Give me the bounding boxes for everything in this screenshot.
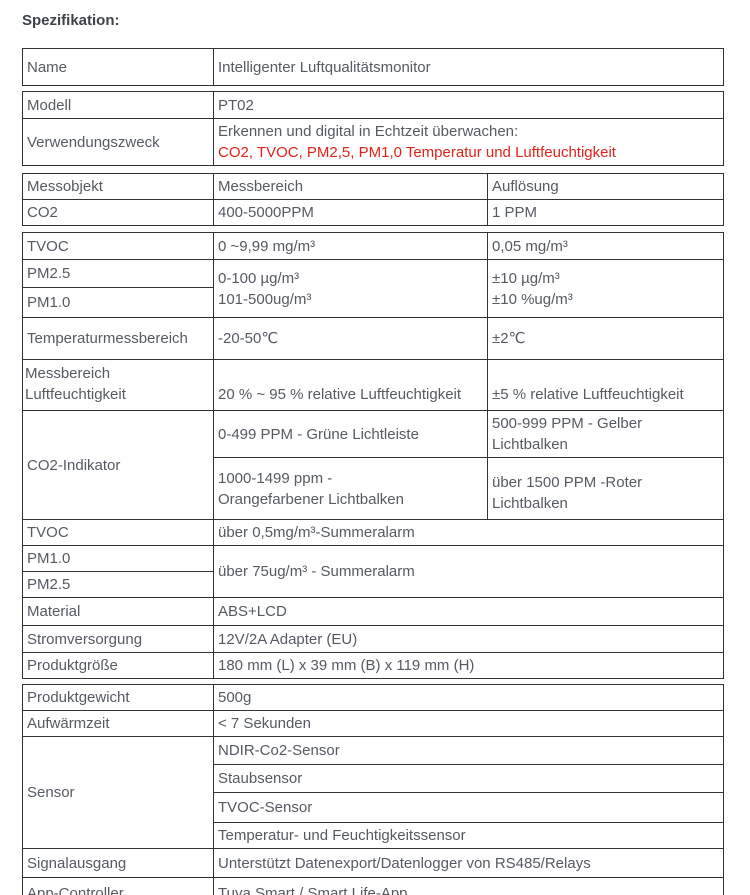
spec-tvoc-bereich: 0 ~9,99 mg/m³ <box>213 232 488 260</box>
spec-luftfeuchtigkeit-aufloesung: ±5 % relative Luftfeuchtigkeit <box>487 359 724 411</box>
spec-sensor-item-3: TVOC-Sensor <box>213 792 724 823</box>
spec-tvoc-aufloesung: 0,05 mg/m³ <box>487 232 724 260</box>
spec-label-pm25-alarm: PM2.5 <box>22 571 214 598</box>
spec-co2-aufloesung: 1 PPM <box>487 199 724 226</box>
spec-label-signalausgang: Signalausgang <box>22 848 214 878</box>
table-row: Name Intelligenter Luftqualitätsmonitor <box>22 48 724 86</box>
spec-indikator-gelb: 500-999 PPM - Gelber Lichtbalken <box>487 410 724 458</box>
table-row: Sensor NDIR-Co2-Sensor <box>22 736 724 849</box>
table-row: Modell PT02 <box>22 91 725 119</box>
table-row: CO2 400-5000PPM 1 PPM <box>22 199 724 226</box>
spec-value-name: Intelligenter Luftqualitätsmonitor <box>213 48 724 86</box>
spec-sensor-item-2: Staubsensor <box>213 764 724 793</box>
table-row: Staubsensor <box>23 764 724 793</box>
spec-label-luftfeuchtigkeit: Messbereich Luftfeuchtigkeit <box>22 359 214 411</box>
verwendungszweck-line1: Erkennen und digital in Echtzeit überwac… <box>218 123 519 140</box>
table-row: Aufwärmzeit < 7 Sekunden <box>22 710 724 737</box>
spec-table-bottom: Produktgewicht 500g Aufwärmzeit < 7 Seku… <box>22 684 724 895</box>
spec-table-main: TVOC 0 ~9,99 mg/m³ 0,05 mg/m³ PM2.5 0-10… <box>22 232 724 679</box>
spec-label-app-controller: App-Controller <box>22 877 214 895</box>
spec-label-stromversorgung: Stromversorgung <box>22 625 214 653</box>
table-row: Verwendungszweck Erkennen und digital in… <box>22 118 725 166</box>
table-row: Stromversorgung 12V/2A Adapter (EU) <box>22 625 724 653</box>
pm-bereich-line1: 0-100 µg/m³ <box>218 269 300 287</box>
header-messobjekt: Messobjekt <box>22 173 214 200</box>
spec-label-pm25: PM2.5 <box>22 259 214 288</box>
table-row: Temperaturmessbereich -20-50℃ ±2℃ <box>22 317 724 360</box>
spec-value-modell: PT02 <box>212 91 725 119</box>
spec-label-temperatur: Temperaturmessbereich <box>22 317 214 360</box>
spec-value-verwendungszweck: Erkennen und digital in Echtzeit überwac… <box>212 118 725 166</box>
spec-label-name: Name <box>22 48 214 86</box>
pm-aufloesung-line2: ±10 %ug/m³ <box>492 290 573 308</box>
table-row: CO2-Indikator 0-499 PPM - Grüne Lichtlei… <box>22 410 724 520</box>
table-row: App-Controller Tuya Smart / Smart Life-A… <box>22 877 724 895</box>
table-row: PM2.5 0-100 µg/m³ 101-500ug/m³ ±10 µg/m³… <box>22 259 724 318</box>
table-row: TVOC über 0,5mg/m³-Summeralarm <box>22 519 724 546</box>
table-row: Messbereich Luftfeuchtigkeit 20 % ~ 95 %… <box>22 359 724 411</box>
spec-temperatur-aufloesung: ±2℃ <box>487 317 724 360</box>
spec-value-produktgewicht: 500g <box>213 684 724 711</box>
spec-luftfeuchtigkeit-bereich: 20 % ~ 95 % relative Luftfeuchtigkeit <box>213 359 488 411</box>
verwendungszweck-line2-red: CO2, TVOC, PM2,5, PM1,0 Temperatur und L… <box>218 144 616 161</box>
header-aufloesung: Auflösung <box>487 173 724 200</box>
table-row: Produktgewicht 500g <box>22 684 724 711</box>
spec-label-pm10-alarm: PM1.0 <box>22 545 214 572</box>
spec-label-tvoc: TVOC <box>22 232 214 260</box>
spec-pm-aufloesung: ±10 µg/m³ ±10 %ug/m³ <box>487 259 724 318</box>
indikator-orange-line2: Orangefarbener Lichtbalken <box>218 490 404 508</box>
spec-label-pm10: PM1.0 <box>22 287 214 318</box>
spec-indikator-orange: 1000-1499 ppm - Orangefarbener Lichtbalk… <box>213 457 488 520</box>
table-row: TVOC 0 ~9,99 mg/m³ 0,05 mg/m³ <box>22 232 724 260</box>
spec-value-stromversorgung: 12V/2A Adapter (EU) <box>213 625 724 653</box>
spec-sensor-item-4: Temperatur- und Feuchtigkeitssensor <box>213 822 724 849</box>
table-row: PM1.0 <box>22 287 724 318</box>
spec-label-sensor: Sensor <box>22 736 214 849</box>
header-messbereich: Messbereich <box>213 173 488 200</box>
table-row: Produktgröße 180 mm (L) x 39 mm (B) x 11… <box>22 652 724 679</box>
spec-pm-alarm-value: über 75ug/m³ - Summeralarm <box>213 545 724 598</box>
spec-indikator-rot: über 1500 PPM -Roter Lichtbalken <box>487 457 724 520</box>
page-title: Spezifikation: <box>22 12 120 29</box>
table-row: PM2.5 <box>22 571 724 598</box>
spec-label-material: Material <box>22 597 214 626</box>
spec-value-aufwaermzeit: < 7 Sekunden <box>213 710 724 737</box>
spec-sensor-item-1: NDIR-Co2-Sensor <box>213 736 724 765</box>
spec-label-tvoc-alarm: TVOC <box>22 519 214 546</box>
spec-label-co2: CO2 <box>22 199 214 226</box>
spec-tvoc-alarm-value: über 0,5mg/m³-Summeralarm <box>213 519 724 546</box>
spec-label-co2-indikator: CO2-Indikator <box>22 410 214 520</box>
spec-label-aufwaermzeit: Aufwärmzeit <box>22 710 214 737</box>
spec-label-produktgewicht: Produktgewicht <box>22 684 214 711</box>
indikator-orange-line1: 1000-1499 ppm - <box>218 469 333 487</box>
spec-value-signalausgang: Unterstützt Datenexport/Datenlogger von … <box>213 848 724 878</box>
spec-label-modell: Modell <box>22 91 214 119</box>
table-row: TVOC-Sensor <box>23 792 724 823</box>
table-row: Messobjekt Messbereich Auflösung <box>22 173 724 200</box>
spec-value-produktgroesse: 180 mm (L) x 39 mm (B) x 119 mm (H) <box>213 652 724 679</box>
spec-label-produktgroesse: Produktgröße <box>22 652 214 679</box>
spec-label-verwendungszweck: Verwendungszweck <box>22 118 214 166</box>
table-row: Temperatur- und Feuchtigkeitssensor <box>23 822 724 849</box>
spec-value-app-controller: Tuya Smart / Smart Life-App <box>213 877 724 895</box>
table-row: Signalausgang Unterstützt Datenexport/Da… <box>22 848 724 878</box>
spec-table-name: Name Intelligenter Luftqualitätsmonitor <box>22 48 724 86</box>
spec-temperatur-bereich: -20-50℃ <box>213 317 488 360</box>
spec-table-modell: Modell PT02 Verwendungszweck Erkennen un… <box>22 91 725 166</box>
spec-table-messung-header: Messobjekt Messbereich Auflösung CO2 400… <box>22 173 724 226</box>
spec-indikator-gruen: 0-499 PPM - Grüne Lichtleiste <box>213 410 488 458</box>
spec-co2-bereich: 400-5000PPM <box>213 199 488 226</box>
table-row: 1000-1499 ppm - Orangefarbener Lichtbalk… <box>23 457 724 520</box>
pm-aufloesung-line1: ±10 µg/m³ <box>492 269 560 287</box>
spec-pm-bereich: 0-100 µg/m³ 101-500ug/m³ <box>213 259 488 318</box>
spec-value-material: ABS+LCD <box>213 597 724 626</box>
pm-bereich-line2: 101-500ug/m³ <box>218 290 312 308</box>
table-row: Material ABS+LCD <box>22 597 724 626</box>
table-row: PM1.0 über 75ug/m³ - Summeralarm <box>22 545 724 598</box>
